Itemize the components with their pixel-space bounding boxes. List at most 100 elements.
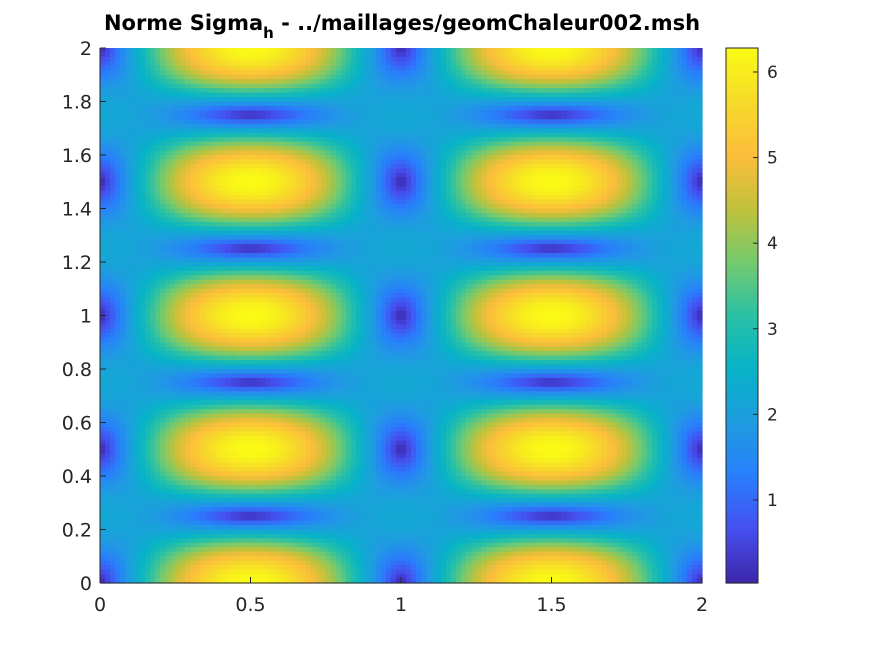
heatmap-cell [696, 61, 703, 67]
heatmap-cell [185, 177, 191, 183]
heatmap-cell [355, 56, 362, 62]
heatmap-cell [150, 172, 156, 178]
heatmap-cell [546, 70, 553, 76]
heatmap-cell [245, 172, 252, 178]
heatmap-cell [185, 105, 191, 112]
heatmap-cell [401, 56, 407, 62]
heatmap-cell [446, 92, 452, 98]
heatmap-cell [230, 132, 237, 138]
heatmap-cell [451, 155, 457, 161]
heatmap-cell [456, 92, 462, 98]
heatmap-cell [691, 141, 698, 147]
heatmap-cell [641, 101, 648, 107]
heatmap-cell [340, 221, 347, 227]
heatmap-cell [571, 105, 578, 112]
heatmap-cell [456, 48, 462, 54]
heatmap-cell [411, 128, 417, 134]
heatmap-cell [556, 65, 563, 71]
heatmap-cell [686, 155, 693, 161]
heatmap-cell [436, 61, 442, 67]
heatmap-cell [135, 110, 141, 116]
heatmap-cell [421, 70, 427, 76]
heatmap-cell [355, 101, 362, 107]
heatmap-cell [135, 101, 141, 107]
heatmap-cell [656, 217, 663, 223]
heatmap-cell [380, 48, 387, 54]
heatmap-cell [300, 74, 307, 80]
heatmap-cell [521, 65, 528, 71]
heatmap-cell [646, 226, 653, 232]
heatmap-cell [165, 132, 171, 138]
heatmap-cell [305, 119, 312, 125]
heatmap-cell [315, 128, 322, 134]
heatmap-cell [436, 186, 442, 192]
heatmap-cell [260, 61, 267, 67]
heatmap-cell [621, 217, 628, 223]
heatmap-cell [671, 212, 678, 219]
heatmap-cell [110, 97, 116, 103]
heatmap-cell [100, 150, 106, 156]
heatmap-cell [295, 155, 302, 161]
heatmap-cell [691, 177, 698, 183]
heatmap-cell [591, 190, 598, 196]
heatmap-cell [315, 150, 322, 156]
heatmap-cell [250, 65, 257, 71]
heatmap-cell [596, 56, 603, 62]
heatmap-cell [486, 48, 492, 54]
heatmap-cell [105, 114, 111, 120]
heatmap-cell [661, 79, 668, 85]
heatmap-cell [175, 137, 181, 143]
heatmap-cell [436, 128, 442, 134]
heatmap-cell [601, 132, 608, 138]
heatmap-cell [686, 114, 693, 120]
heatmap-cell [471, 97, 477, 103]
heatmap-cell [225, 199, 232, 205]
heatmap-cell [105, 190, 111, 196]
heatmap-cell [280, 221, 287, 227]
heatmap-cell [676, 105, 683, 112]
heatmap-cell [491, 123, 497, 129]
heatmap-cell [190, 226, 196, 232]
heatmap-cell [300, 150, 307, 156]
heatmap-cell [621, 172, 628, 178]
heatmap-cell [576, 105, 583, 112]
heatmap-cell [611, 97, 618, 103]
heatmap-cell [506, 181, 512, 187]
heatmap-cell [566, 221, 573, 227]
heatmap-cell [100, 177, 106, 183]
heatmap-cell [280, 172, 287, 178]
heatmap-cell [421, 177, 427, 183]
heatmap-cell [110, 226, 116, 232]
heatmap-cell [606, 199, 613, 205]
heatmap-cell [456, 195, 462, 201]
heatmap-cell [110, 114, 116, 120]
heatmap-cell [380, 137, 387, 143]
heatmap-cell [591, 114, 598, 120]
heatmap-cell [561, 221, 568, 227]
heatmap-cell [340, 163, 347, 169]
heatmap-cell [375, 208, 382, 214]
heatmap-cell [310, 159, 317, 165]
heatmap-cell [541, 141, 548, 147]
heatmap-cell [456, 208, 462, 214]
heatmap-cell [240, 212, 247, 219]
heatmap-cell [380, 119, 387, 125]
heatmap-cell [436, 181, 442, 187]
heatmap-cell [320, 52, 327, 58]
heatmap-cell [471, 123, 477, 129]
heatmap-cell [496, 177, 502, 183]
heatmap-cell [606, 172, 613, 178]
heatmap-cell [215, 181, 221, 187]
heatmap-cell [175, 83, 181, 89]
heatmap-cell [105, 155, 111, 161]
heatmap-cell [471, 110, 477, 116]
heatmap-cell [646, 168, 653, 174]
heatmap-cell [385, 217, 392, 223]
heatmap-cell [395, 88, 402, 94]
heatmap-cell [375, 56, 382, 62]
heatmap-cell [300, 52, 307, 58]
heatmap-cell [140, 168, 146, 174]
heatmap-cell [305, 146, 312, 152]
heatmap-cell [375, 97, 382, 103]
heatmap-cell [676, 97, 683, 103]
